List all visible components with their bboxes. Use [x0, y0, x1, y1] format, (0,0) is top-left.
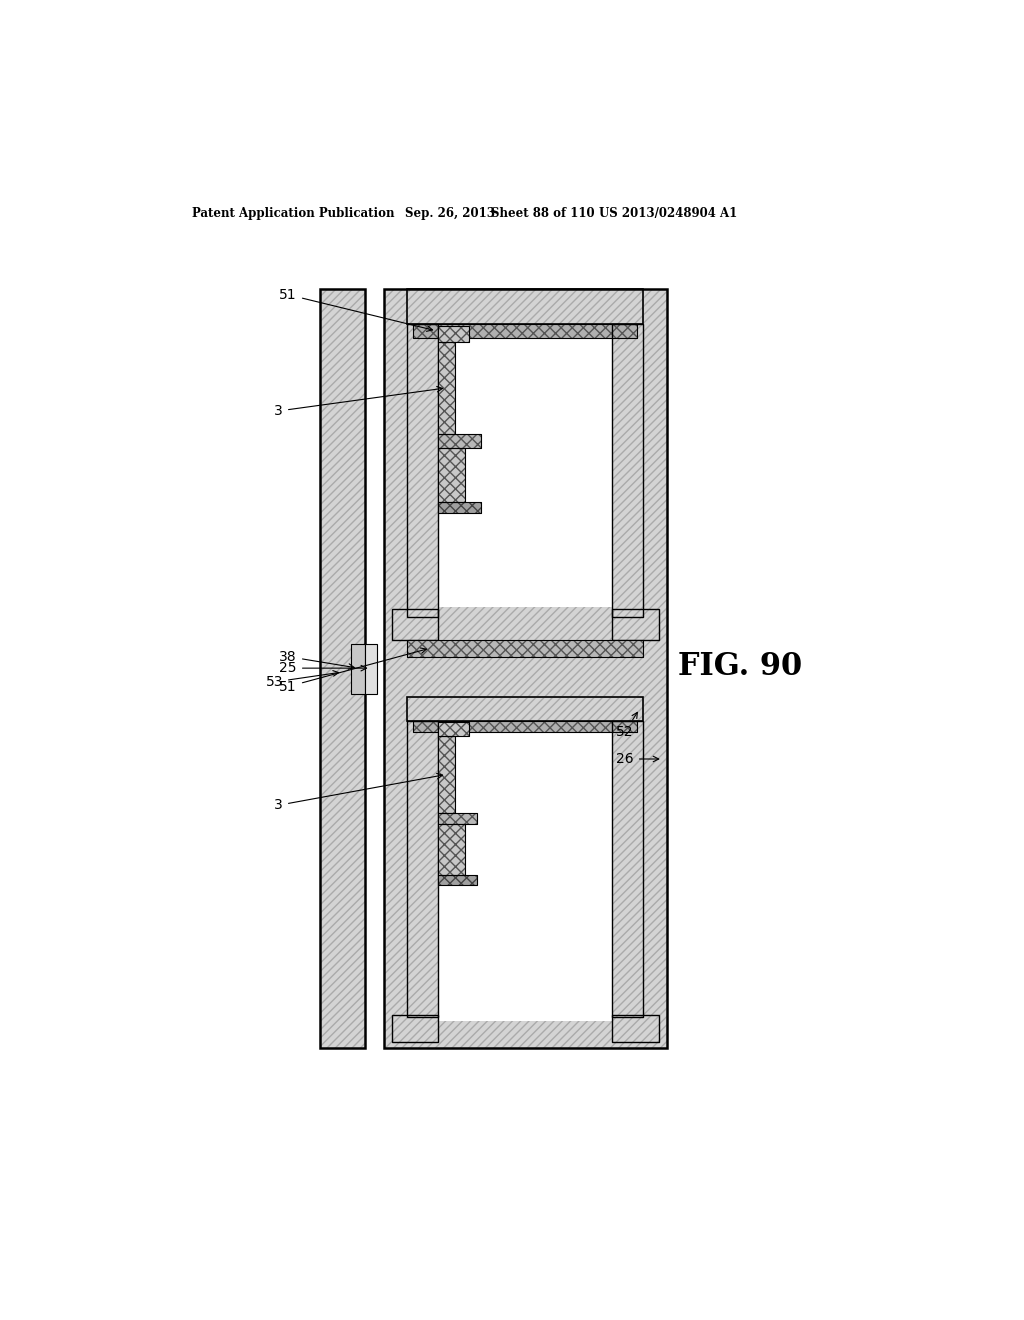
Bar — [384, 289, 667, 1048]
Text: 52: 52 — [616, 713, 637, 739]
Text: Patent Application Publication: Patent Application Publication — [191, 207, 394, 220]
Bar — [407, 289, 643, 323]
Bar — [407, 289, 643, 323]
Bar — [438, 447, 465, 502]
Bar — [438, 875, 477, 886]
Text: 3: 3 — [274, 774, 442, 812]
Bar — [438, 722, 469, 737]
Text: 38: 38 — [280, 649, 354, 669]
Text: 51: 51 — [280, 288, 432, 331]
Bar — [438, 434, 480, 447]
Bar — [438, 733, 612, 1020]
Bar — [391, 1015, 438, 1041]
Bar — [612, 721, 643, 1016]
Bar — [391, 609, 438, 640]
Text: 26: 26 — [616, 752, 658, 766]
Bar — [391, 1015, 438, 1041]
Text: US 2013/0248904 A1: US 2013/0248904 A1 — [599, 207, 737, 220]
Bar — [438, 447, 465, 502]
Text: Sheet 88 of 110: Sheet 88 of 110 — [490, 207, 594, 220]
Bar — [321, 289, 366, 1048]
Bar — [438, 825, 465, 875]
Bar — [384, 289, 667, 1048]
Bar — [612, 323, 643, 616]
Bar — [407, 721, 438, 1016]
Text: Sep. 26, 2013: Sep. 26, 2013 — [406, 207, 496, 220]
Bar — [612, 721, 643, 1016]
Bar — [407, 323, 438, 616]
Bar — [438, 434, 480, 447]
Bar — [438, 813, 477, 825]
Bar — [407, 697, 643, 721]
Bar — [438, 813, 477, 825]
Bar — [438, 342, 455, 434]
Text: 51: 51 — [280, 648, 426, 693]
Bar — [438, 326, 469, 342]
Text: FIG. 90: FIG. 90 — [678, 651, 803, 682]
Bar — [438, 875, 477, 886]
Text: 53: 53 — [265, 671, 339, 689]
Bar — [414, 323, 637, 338]
Bar — [438, 737, 455, 813]
Bar — [438, 342, 455, 434]
Bar — [438, 338, 612, 607]
Bar — [438, 326, 469, 342]
Text: 25: 25 — [280, 661, 367, 675]
Bar — [612, 609, 658, 640]
Text: 3: 3 — [274, 387, 442, 418]
Bar — [414, 721, 637, 733]
Bar — [438, 825, 465, 875]
Bar — [407, 323, 438, 616]
Bar — [438, 502, 480, 513]
Bar — [414, 323, 637, 338]
Bar — [612, 1015, 658, 1041]
Bar — [407, 640, 643, 656]
Bar — [366, 644, 377, 693]
Bar — [351, 644, 366, 693]
Bar — [366, 289, 384, 1048]
Bar — [438, 737, 455, 813]
Bar — [612, 609, 658, 640]
Bar — [438, 502, 480, 513]
Bar — [438, 722, 469, 737]
Bar — [321, 289, 366, 1048]
Bar — [391, 609, 438, 640]
Bar — [407, 640, 643, 656]
Bar — [414, 721, 637, 733]
Bar — [407, 721, 438, 1016]
Bar — [612, 323, 643, 616]
Bar — [407, 697, 643, 721]
Bar — [612, 1015, 658, 1041]
